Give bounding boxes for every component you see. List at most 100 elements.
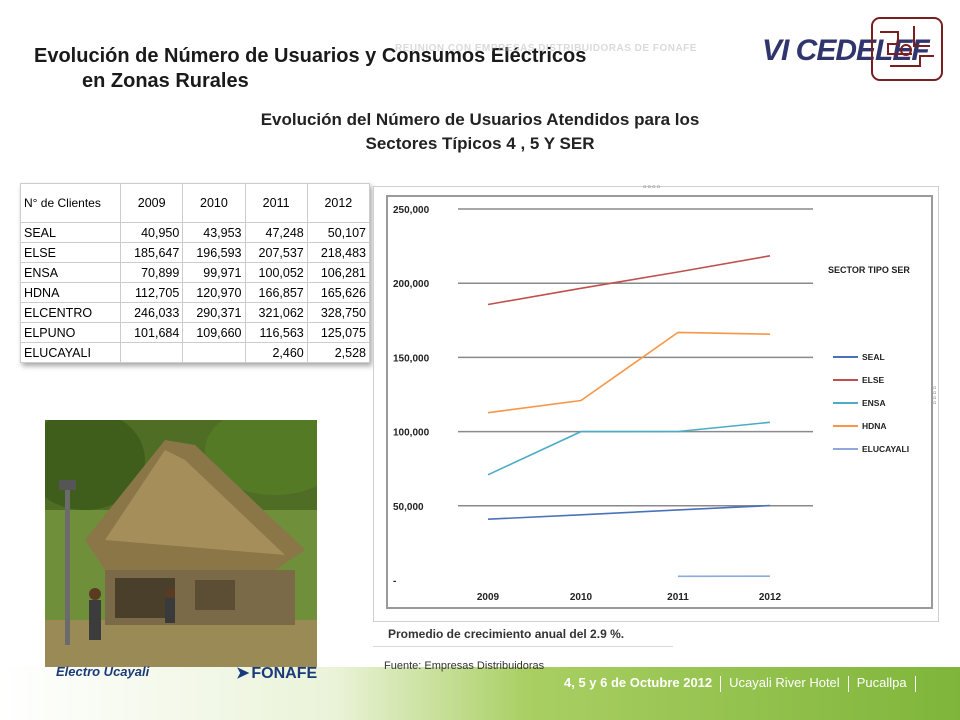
table-cell: [121, 343, 183, 362]
table-cell: 125,075: [307, 323, 369, 342]
watermark-text: REUNION CON EMPRESAS DISTRIBUIDORAS DE F…: [395, 43, 697, 54]
x-tick-label: 2010: [570, 592, 593, 603]
table-cell: 100,052: [245, 263, 307, 282]
legend-label: SEAL: [862, 352, 885, 362]
y-tick-label: 150,000: [393, 353, 430, 364]
table-row: HDNA 112,705 120,970 166,857 165,626: [21, 283, 369, 302]
growth-caption: Promedio de crecimiento anual del 2.9 %.: [388, 627, 625, 641]
legend-label: ENSA: [862, 398, 886, 408]
table-row: ELCENTRO 246,033 290,371 321,062 328,750: [21, 303, 369, 322]
fonafe-logo: ➤ FONAFE: [236, 663, 317, 683]
table-cell: 101,684: [121, 323, 183, 342]
table-header-cell: 2009: [121, 184, 183, 222]
y-tick-label: 250,000: [393, 205, 430, 216]
table-cell: 43,953: [183, 223, 245, 242]
x-tick-label: 2012: [759, 592, 782, 603]
caption-divider: [373, 646, 673, 647]
table-row: ELUCAYALI 2,460 2,528: [21, 343, 369, 362]
table-cell: 166,857: [245, 283, 307, 302]
legend-label: ELSE: [862, 375, 885, 385]
table-cell: 2,460: [245, 343, 307, 362]
subtitle-line1: Evolución del Número de Usuarios Atendid…: [260, 110, 700, 129]
footer-divider: [720, 675, 722, 692]
series-line-hdna: [487, 331, 771, 414]
y-tick-label: 50,000: [393, 502, 424, 513]
y-tick-label: 200,000: [393, 279, 430, 290]
table-cell: 120,970: [183, 283, 245, 302]
chart-title: SECTOR TIPO SER: [828, 265, 910, 275]
table-header-cell: 2010: [183, 184, 245, 222]
table-cell: 70,899: [121, 263, 183, 282]
event-venue: Ucayali River Hotel: [729, 675, 840, 690]
table-header-cell: 2011: [245, 184, 307, 222]
table-cell: 50,107: [307, 223, 369, 242]
table-cell: ELCENTRO: [21, 303, 121, 322]
chart-plot-frame: 250,000 200,000 150,000 100,000 50,000 - 2009 2…: [386, 195, 933, 609]
table-cell: 207,537: [245, 243, 307, 262]
y-tick-label: -: [393, 576, 396, 587]
table-cell: 218,483: [307, 243, 369, 262]
table-header-cell: 2012: [307, 184, 369, 222]
table-cell: 290,371: [183, 303, 245, 322]
fonafe-arrow-icon: ➤: [236, 665, 250, 682]
x-tick-label: 2009: [477, 592, 500, 603]
table-cell: ELUCAYALI: [21, 343, 121, 362]
x-tick-label: 2011: [667, 592, 689, 603]
subtitle-line2: Sectores Típicos 4 , 5 Y SER: [365, 134, 595, 153]
event-city: Pucallpa: [856, 675, 907, 690]
brand-logo: VI CEDELEF: [762, 34, 930, 68]
footer-band: [0, 667, 960, 720]
table-cell: 47,248: [245, 223, 307, 242]
table-cell: 109,660: [183, 323, 245, 342]
table-cell: 112,705: [121, 283, 183, 302]
fonafe-logo-text: FONAFE: [251, 665, 318, 682]
page-title-line1: Evolución de Número de Usuarios y Consum…: [34, 45, 587, 67]
resize-handle-right[interactable]: ▫ ▫ ▫ ▫: [933, 383, 937, 409]
table-cell: 106,281: [307, 263, 369, 282]
table-cell: 165,626: [307, 283, 369, 302]
series-line-seal: [487, 504, 771, 520]
electro-ucayali-logo: Electro Ucayali: [56, 664, 150, 679]
table-cell: 321,062: [245, 303, 307, 322]
table-cell: 2,528: [307, 343, 369, 362]
page-title-line2: en Zonas Rurales: [82, 70, 249, 92]
series-line-else: [487, 255, 771, 306]
footer-divider: [847, 675, 849, 692]
table-header-cell: N° de Clientes: [21, 184, 121, 222]
table-row: ELPUNO 101,684 109,660 116,563 125,075: [21, 323, 369, 342]
resize-handle-top[interactable]: ▫▫▫▫: [643, 182, 662, 193]
table-cell: [183, 343, 245, 362]
table-cell: 328,750: [307, 303, 369, 322]
table-row: ENSA 70,899 99,971 100,052 106,281: [21, 263, 369, 282]
source-note: Fuente: Empresas Distribuidoras: [384, 660, 545, 672]
event-date: 4, 5 y 6 de Octubre 2012: [564, 675, 713, 690]
table-cell: ENSA: [21, 263, 121, 282]
footer-divider: [914, 675, 916, 692]
legend-label: HDNA: [862, 421, 887, 431]
table-cell: 185,647: [121, 243, 183, 262]
event-info: 4, 5 y 6 de Octubre 2012 Ucayali River Ho…: [560, 675, 920, 695]
table-row: ELSE 185,647 196,593 207,537 218,483: [21, 243, 369, 262]
table-header-row: N° de Clientes 2009 2010 2011 2012: [21, 184, 369, 222]
legend-label: ELUCAYALI: [862, 444, 909, 454]
table-cell: 196,593: [183, 243, 245, 262]
chart-subtitle: Evolución del Número de Usuarios Atendid…: [190, 108, 770, 156]
table-cell: SEAL: [21, 223, 121, 242]
rural-house-photo: [45, 420, 317, 670]
table-cell: ELPUNO: [21, 323, 121, 342]
table-cell: 40,950: [121, 223, 183, 242]
table-cell: 99,971: [183, 263, 245, 282]
chart-selection-frame: [373, 186, 939, 622]
line-chart: 250,000 200,000 150,000 100,000 50,000 - 2009 2…: [393, 205, 910, 603]
clients-table: N° de Clientes 2009 2010 2011 2012 SEAL …: [20, 183, 370, 363]
table-cell: 116,563: [245, 323, 307, 342]
table-cell: HDNA: [21, 283, 121, 302]
series-line-ensa: [487, 421, 771, 476]
y-tick-label: 100,000: [393, 428, 430, 439]
table-cell: 246,033: [121, 303, 183, 322]
brand-text: VI CEDELEF: [762, 34, 930, 67]
table-cell: ELSE: [21, 243, 121, 262]
page-title: Evolución de Número de Usuarios y Consum…: [34, 44, 734, 94]
chart-container: ▫▫▫▫ ▫ ▫ ▫ ▫ 250,000 200,000 150,000 100,000 50…: [373, 182, 939, 652]
table-row: SEAL 40,950 43,953 47,248 50,107: [21, 223, 369, 242]
